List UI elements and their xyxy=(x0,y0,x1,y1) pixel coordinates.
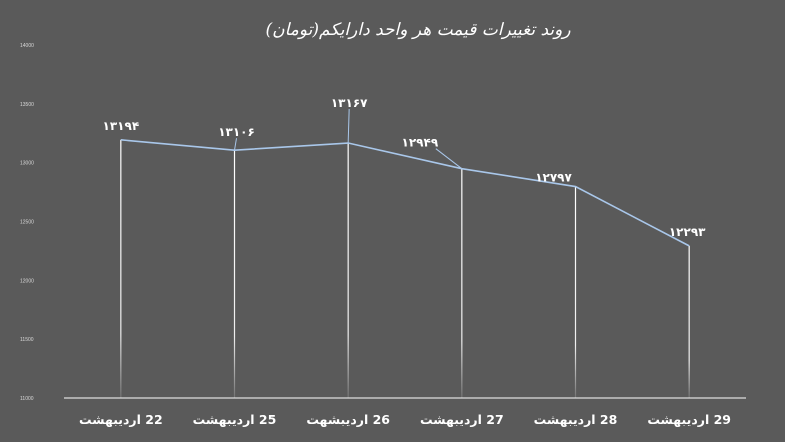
chart-title: روند تغییرات قیمت هر واحد دارایکم(تومان) xyxy=(265,20,571,40)
y-tick-label: 12500 xyxy=(20,220,34,226)
x-tick-label: 29 اردیبهشت xyxy=(647,412,731,427)
x-tick-label: 28 اردیبهشت xyxy=(534,412,618,427)
y-tick-label: 11000 xyxy=(20,396,34,402)
drop-line xyxy=(120,139,122,398)
y-tick-label: 11500 xyxy=(20,337,34,343)
y-axis-ticks: 11000 11500 12000 12500 13000 13500 14000 xyxy=(20,43,34,402)
y-tick-label: 13000 xyxy=(20,161,34,167)
y-tick-label: 12000 xyxy=(20,278,34,284)
drop-line xyxy=(347,143,349,398)
series-line xyxy=(120,139,690,247)
data-label: ۱۲۷۹۷ xyxy=(535,171,572,185)
drop-line xyxy=(233,150,236,398)
x-tick-label: 22 اردیبهشت xyxy=(79,412,163,427)
leader-line xyxy=(347,109,350,144)
leader-line xyxy=(234,138,237,151)
drop-line xyxy=(574,186,577,398)
x-tick-label: 27 اردیبهشت xyxy=(420,412,504,427)
data-label: ۱۲۲۹۳ xyxy=(669,225,706,239)
data-label: ۱۳۱۰۶ xyxy=(218,125,255,139)
leader-line xyxy=(435,148,463,170)
drop-lines xyxy=(120,139,690,398)
x-tick-label: 26 اردیبشهت xyxy=(306,412,390,427)
x-axis-ticks: 22 اردیبهشت 25 اردیبهشت 26 اردیبشهت 27 اردی… xyxy=(79,412,731,427)
data-label: ۱۲۹۴۹ xyxy=(402,136,439,150)
drop-line xyxy=(688,245,690,398)
data-label-leaders xyxy=(234,109,463,170)
data-labels: ۱۳۱۹۴ ۱۳۱۰۶ ۱۳۱۶۷ ۱۲۹۴۹ ۱۲۷۹۷ ۱۲۲۹۳ xyxy=(103,96,707,239)
drop-line xyxy=(461,168,463,398)
y-tick-label: 13500 xyxy=(20,102,34,108)
y-tick-label: 14000 xyxy=(20,43,34,49)
data-label: ۱۳۱۶۷ xyxy=(331,96,368,110)
price-series xyxy=(120,139,690,247)
x-tick-label: 25 اردیبهشت xyxy=(193,412,277,427)
data-label: ۱۳۱۹۴ xyxy=(103,119,140,133)
